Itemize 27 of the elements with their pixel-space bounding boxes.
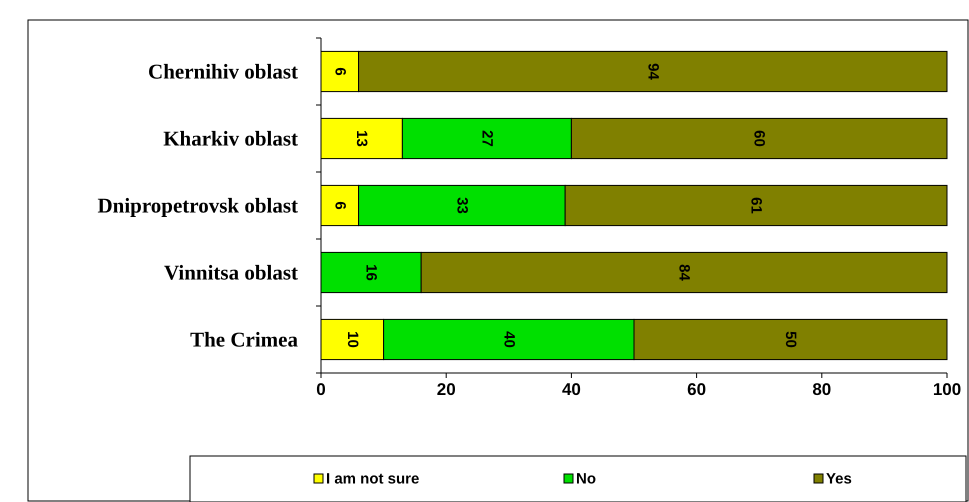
legend-label: I am not sure <box>326 470 420 488</box>
data-label: 6 <box>331 201 348 210</box>
legend-label: No <box>576 470 596 488</box>
y-tick-label: Chernihiv oblast <box>148 60 298 84</box>
y-tick-label: Kharkiv oblast <box>163 126 298 150</box>
data-label: 50 <box>782 331 799 348</box>
x-tick-label: 60 <box>687 380 706 399</box>
x-tick-label: 0 <box>316 380 326 399</box>
data-label: 33 <box>453 197 470 214</box>
x-tick-label: 80 <box>812 380 832 399</box>
data-label: 61 <box>748 197 765 214</box>
data-label: 6 <box>331 67 348 76</box>
data-label: 10 <box>344 331 361 348</box>
data-label: 16 <box>362 264 380 281</box>
y-tick-label: The Crimea <box>190 328 298 352</box>
x-tick-label: 40 <box>562 380 581 399</box>
data-label: 94 <box>644 63 662 80</box>
data-label: 40 <box>500 331 518 348</box>
y-tick-label: Vinnitsa oblast <box>164 260 298 284</box>
y-tick-label: Dnipropetrovsk oblast <box>97 194 298 218</box>
x-tick-label: 100 <box>932 380 962 399</box>
data-label: 13 <box>353 130 370 147</box>
data-label: 60 <box>750 130 768 147</box>
data-label: 84 <box>676 264 693 282</box>
x-tick-label: 20 <box>436 380 456 399</box>
legend-label: Yes <box>826 470 852 488</box>
data-label: 27 <box>478 130 496 147</box>
